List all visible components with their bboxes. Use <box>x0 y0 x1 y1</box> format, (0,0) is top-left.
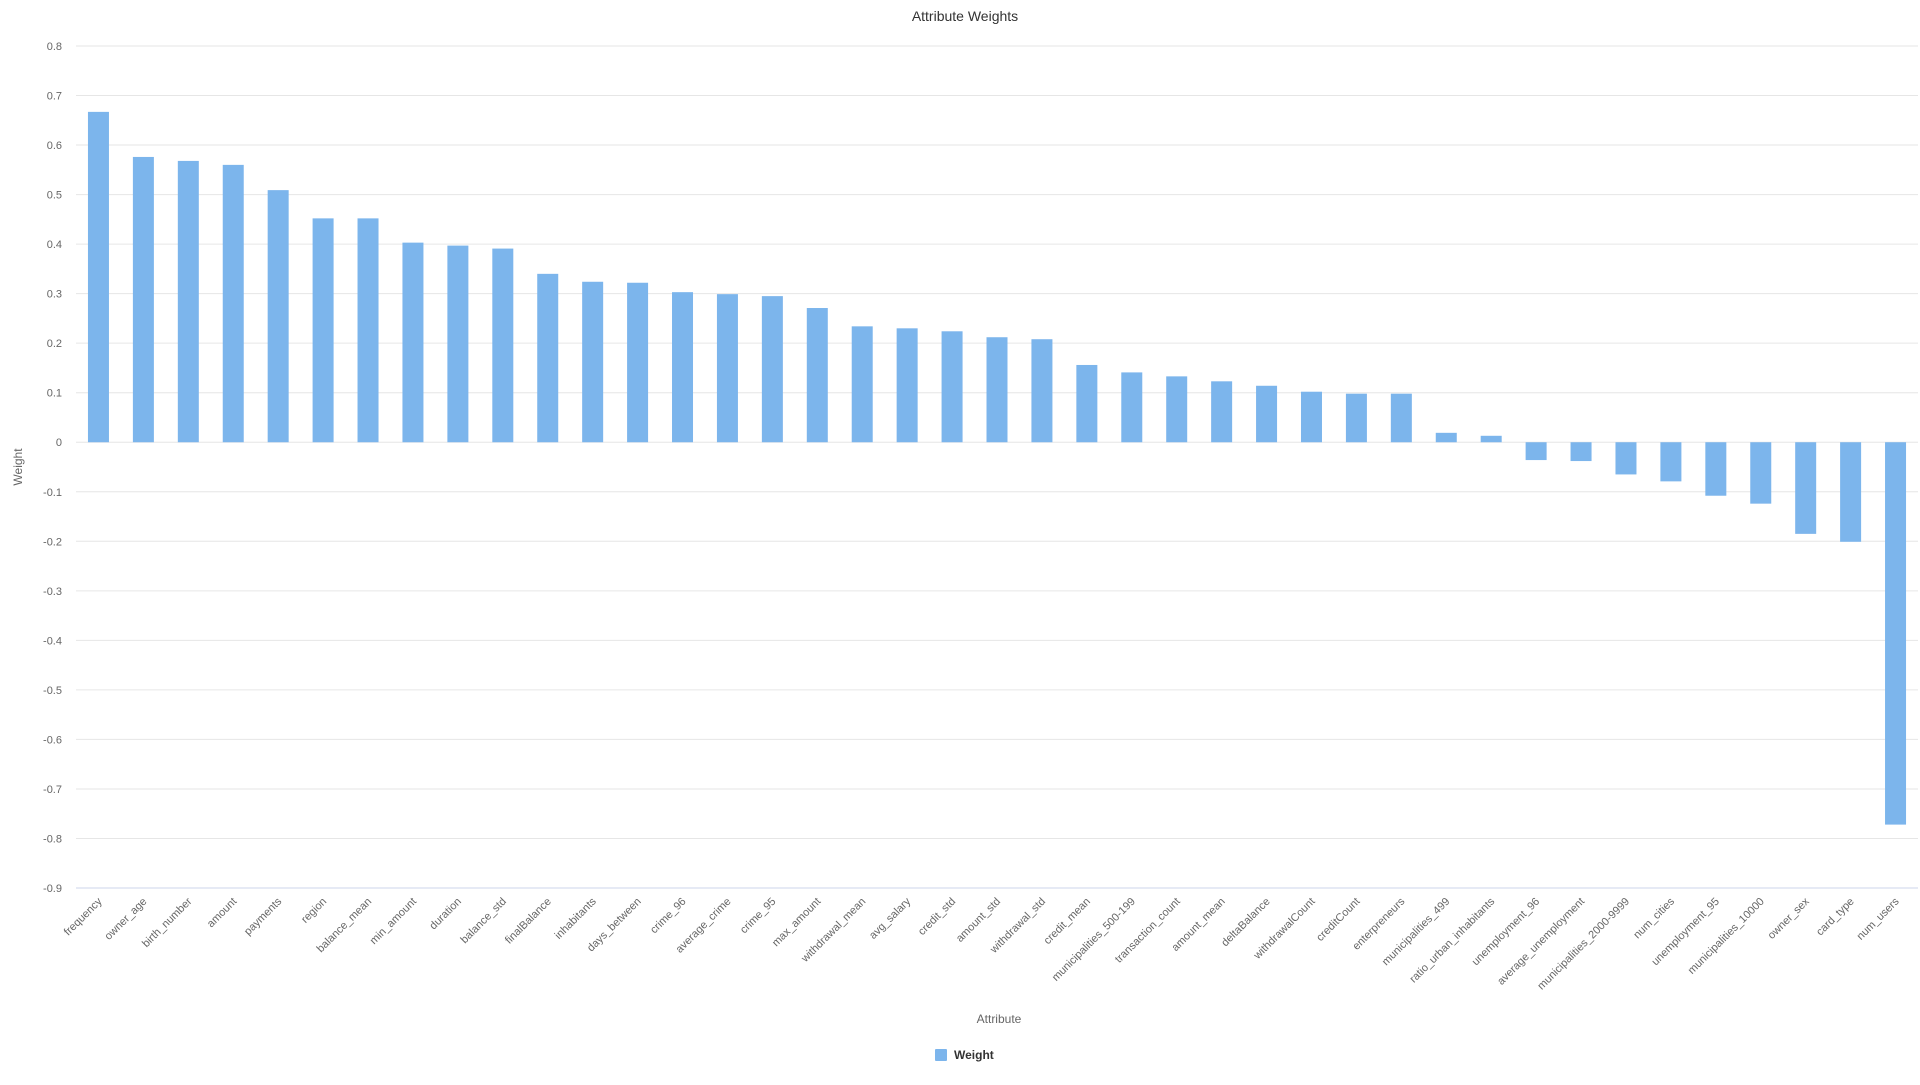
bar[interactable] <box>672 292 694 443</box>
bar[interactable] <box>1121 372 1143 443</box>
x-tick-label: inhabitants <box>553 895 599 941</box>
bar[interactable] <box>1211 381 1233 443</box>
bar[interactable] <box>1076 364 1098 443</box>
bar[interactable] <box>177 160 199 443</box>
bar[interactable] <box>1570 442 1592 462</box>
y-tick-label: -0.4 <box>43 635 62 647</box>
bar[interactable] <box>1300 391 1322 443</box>
y-tick-label: 0.5 <box>47 190 62 202</box>
bar[interactable] <box>312 218 334 443</box>
x-tick-label: municipalities_500-199 <box>1050 896 1138 984</box>
x-tick-label: crime_96 <box>648 896 688 936</box>
grid-lines <box>76 45 1918 889</box>
y-axis-title: Weight <box>11 448 25 486</box>
x-tick-label: creditCount <box>1314 896 1362 944</box>
x-tick-label: municipalities_2000-9999 <box>1535 896 1632 993</box>
x-tick-label: crime_95 <box>738 896 778 936</box>
y-tick-label: 0.3 <box>47 289 62 301</box>
bar[interactable] <box>986 337 1008 443</box>
bar[interactable] <box>1615 442 1637 475</box>
y-axis-tick-labels: 0.8 0.7 0.6 0.5 0.4 0.3 0.2 0.1 0 -0.1 -0.2 -0.3 -0.… <box>43 41 62 895</box>
bar[interactable] <box>1840 442 1862 542</box>
bar[interactable] <box>1390 393 1412 443</box>
x-tick-label: avg_salary <box>867 895 913 941</box>
y-tick-label: -0.9 <box>43 883 62 895</box>
bar[interactable] <box>761 296 783 443</box>
x-tick-label: credit_std <box>916 896 958 938</box>
bar[interactable] <box>537 273 559 443</box>
y-tick-label: -0.1 <box>43 487 62 499</box>
bar[interactable] <box>1166 376 1188 443</box>
y-tick-label: -0.6 <box>43 734 62 746</box>
bar[interactable] <box>1660 442 1682 482</box>
bar[interactable] <box>267 190 289 443</box>
bar[interactable] <box>716 294 738 443</box>
x-tick-label: frequency <box>62 895 105 938</box>
bar[interactable] <box>1705 442 1727 496</box>
x-tick-label: num_users <box>1855 895 1902 942</box>
y-tick-label: 0.8 <box>47 41 62 53</box>
bar[interactable] <box>627 282 649 443</box>
legend[interactable]: Weight <box>935 1048 994 1062</box>
bar[interactable] <box>357 218 379 443</box>
y-tick-label: 0.7 <box>47 91 62 103</box>
x-tick-label: owner_age <box>103 896 150 943</box>
x-tick-label: amount <box>205 896 239 930</box>
x-tick-label: region <box>299 896 329 926</box>
y-tick-label: 0.1 <box>47 388 62 400</box>
y-tick-label: -0.2 <box>43 536 62 548</box>
bars <box>87 111 1907 825</box>
x-tick-label: balance_std <box>458 896 508 946</box>
y-tick-label: 0 <box>56 437 62 449</box>
bar[interactable] <box>1480 435 1502 443</box>
bar[interactable] <box>1345 393 1367 443</box>
x-tick-label: card_type <box>1814 896 1857 939</box>
y-tick-label: -0.3 <box>43 586 62 598</box>
bar[interactable] <box>896 328 918 443</box>
chart-title: Attribute Weights <box>912 8 1018 24</box>
bar[interactable] <box>941 331 963 443</box>
y-tick-label: 0.2 <box>47 338 62 350</box>
bar[interactable] <box>1435 432 1457 443</box>
x-tick-label: num_cities <box>1631 895 1677 941</box>
x-tick-label: owner_sex <box>1766 895 1812 941</box>
bar[interactable] <box>132 156 154 443</box>
y-tick-label: -0.5 <box>43 685 62 697</box>
bar[interactable] <box>1031 339 1053 443</box>
x-tick-label: amount_std <box>954 896 1003 945</box>
x-tick-label: min_amount <box>368 896 419 947</box>
y-tick-label: -0.8 <box>43 833 62 845</box>
x-tick-label: ratio_urban_inhabitants <box>1408 895 1498 985</box>
y-tick-label: 0.4 <box>47 239 62 251</box>
bar[interactable] <box>1256 385 1278 443</box>
bar[interactable] <box>1795 442 1817 534</box>
bar[interactable] <box>582 281 604 443</box>
bar[interactable] <box>1885 442 1907 825</box>
y-tick-label: 0.6 <box>47 140 62 152</box>
bar[interactable] <box>1525 442 1547 461</box>
x-axis-title: Attribute <box>977 1012 1022 1026</box>
x-tick-label: municipalities_10000 <box>1686 896 1767 977</box>
bar[interactable] <box>222 164 244 443</box>
x-tick-label: average_unemployment <box>1495 896 1587 988</box>
bar[interactable] <box>492 248 514 443</box>
bar[interactable] <box>851 326 873 443</box>
bar[interactable] <box>1750 442 1772 504</box>
x-tick-label: payments <box>242 895 285 938</box>
bar[interactable] <box>806 308 828 443</box>
bar[interactable] <box>447 245 469 443</box>
legend-label[interactable]: Weight <box>954 1048 994 1062</box>
bar[interactable] <box>402 242 424 443</box>
bar[interactable] <box>87 111 109 443</box>
legend-swatch <box>935 1049 947 1061</box>
x-tick-label: duration <box>427 896 464 933</box>
x-tick-label: finalBalance <box>503 896 554 947</box>
y-tick-label: -0.7 <box>43 784 62 796</box>
